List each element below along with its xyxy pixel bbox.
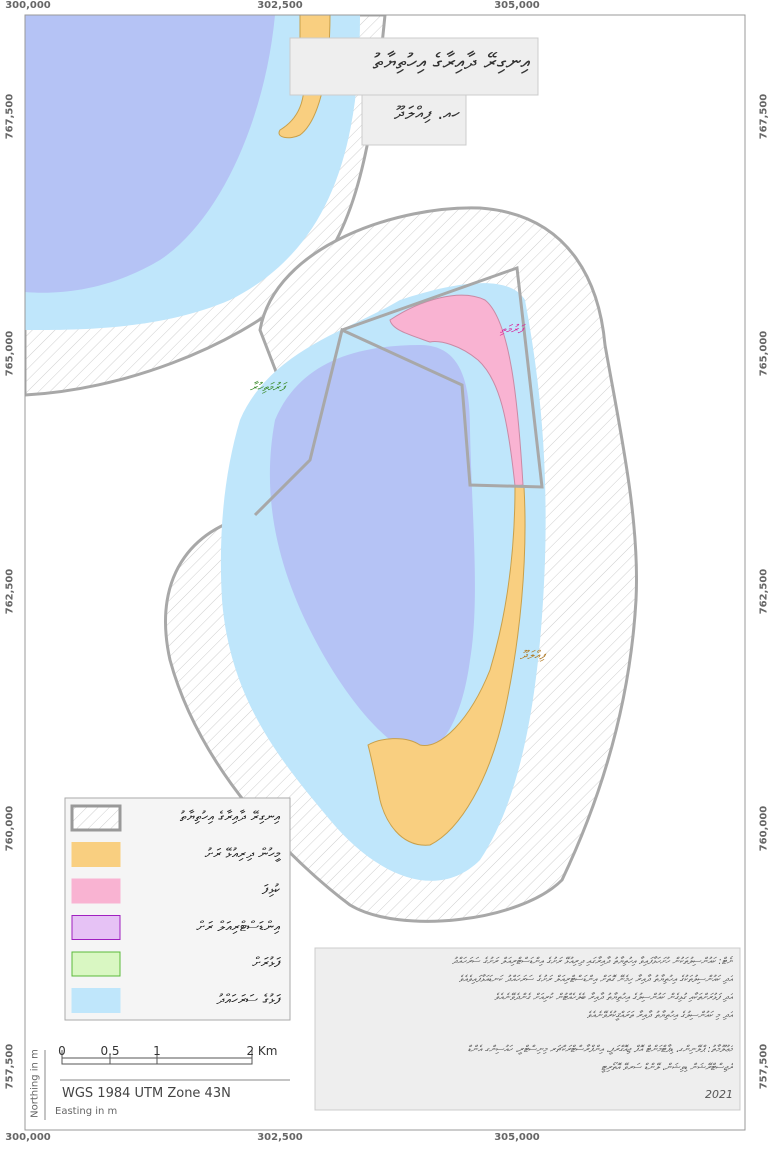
scale-label: 0 [58, 1044, 66, 1058]
notes-box [314, 947, 741, 1111]
northing-tick-label: 757,500 [4, 1043, 16, 1090]
northing-tick-label: 765,000 [4, 330, 16, 377]
easting-tick-label: 302,500 [257, 0, 303, 11]
easting-tick-label: 302,500 [257, 1132, 303, 1143]
map-frame [24, 14, 746, 1131]
legend-label: ކުޅިފަ [261, 882, 280, 898]
scale-label: 1 [153, 1044, 161, 1058]
northing-tick-label: 757,500 [758, 1043, 770, 1090]
northing-tick-label: 760,000 [4, 805, 16, 852]
map-title: އިނގިރޭ ދާއިރާގެ އިހުތިޔާތު [372, 50, 530, 75]
northing-tick-label: 767,500 [758, 93, 770, 140]
title-box [289, 37, 539, 96]
note-line: މަޢުލޫމާތު: ޕްލޭނިންގ، ޑިޕާޓްމަންޓް އޮފް… [467, 1044, 733, 1055]
easting-tick-label: 300,000 [5, 1132, 51, 1143]
easting-tick-label: 305,000 [494, 0, 540, 11]
note-year: 2021 [705, 1088, 733, 1101]
legend-label: ފަޅުގެ ސަރަހައްދު [216, 991, 280, 1008]
zone-boundary [253, 265, 544, 517]
legend-swatch [71, 915, 121, 940]
map-features [25, 15, 638, 923]
place-label: ފަރުމަތިހުރާ [250, 380, 285, 394]
legend-label: އިނގިރޭ ދާއިރާގެ އިހުތިޔާތު [179, 809, 280, 825]
northing-tick-label: 767,500 [4, 93, 16, 140]
scale-label: 0.5 [100, 1044, 120, 1058]
deep-lagoon [25, 15, 275, 293]
title-box [361, 94, 467, 146]
legend-swatch [71, 878, 121, 904]
legend-swatch [70, 804, 122, 832]
island-main [367, 486, 526, 846]
northing-tick-label: 765,000 [758, 330, 770, 377]
map-subtitle: ހއ. ފިއްލަދޫ [393, 103, 460, 124]
northing-tick-label: 762,500 [4, 568, 16, 615]
legend-swatch [71, 951, 121, 977]
northing-tick-label: 762,500 [758, 568, 770, 615]
legend-label: ފަޅުރަށް [252, 955, 280, 971]
projection-label: WGS 1984 UTM Zone 43N [62, 1086, 231, 1101]
northing-tick-label: 760,000 [758, 805, 770, 852]
axis-title: Northing in m [29, 1049, 41, 1118]
island-pink [389, 294, 524, 487]
easting-tick-label: 300,000 [5, 0, 51, 11]
legend-swatch [71, 988, 121, 1013]
legend-label: މީހުން ދިރިއުޅޭ ރަށު [204, 845, 280, 862]
easting-tick-label: 305,000 [494, 1132, 540, 1143]
axis-title: Easting in m [55, 1106, 118, 1117]
note-line: އަދި މި ކައުންސިލުގެ އިހުތިޔާތު ދާއިރާ ތ… [586, 1010, 733, 1021]
legend-label: އިންޑަސްޓްރިއަލް ރަށް [196, 918, 280, 935]
deep-lagoon [269, 345, 475, 754]
note-line: ރެޖިސްޓްރޭޝަން ޑިވިޝަން، ލޭންޑް ސަރވޭ އޮ… [601, 1062, 733, 1073]
note-line: އަދި ފަޅުރަށްތަކާއި ގުޅިގެން ކައުންސިލުގ… [494, 992, 733, 1003]
legend-box [64, 797, 291, 1021]
place-label: ފަރުމަތި [500, 322, 523, 336]
place-label: ފިއްލަދޫ [520, 648, 546, 662]
note-line: އަދި ކައުންސިލުތަކުގެ އިހުތިޔާތު ދާއިރާ … [458, 974, 733, 985]
scale-label: 2 Km [246, 1044, 278, 1058]
note-line: ނޯޓް: ކައުންސިލުތަކުން ހުށަހަޅާފައިވާ އި… [451, 956, 733, 967]
legend-swatch [71, 842, 121, 867]
